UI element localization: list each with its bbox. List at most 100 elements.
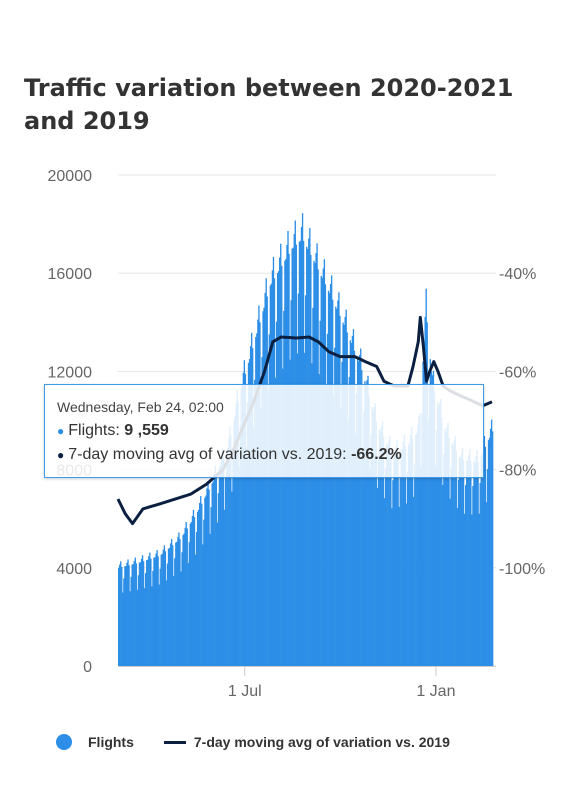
flights-bar[interactable] <box>352 329 355 666</box>
flights-bar[interactable] <box>436 402 439 666</box>
flights-bar[interactable] <box>199 502 201 666</box>
flights-bar[interactable] <box>423 344 425 666</box>
flights-bar[interactable] <box>258 305 260 666</box>
flights-bar[interactable] <box>175 542 177 666</box>
flights-bar[interactable] <box>354 434 357 666</box>
flights-bar[interactable] <box>457 479 460 666</box>
flights-bar[interactable] <box>297 293 300 666</box>
flights-bar[interactable] <box>388 440 390 666</box>
flights-bar[interactable] <box>289 359 291 666</box>
flights-bar[interactable] <box>250 332 253 666</box>
flights-bar[interactable] <box>211 483 213 666</box>
flights-bar[interactable] <box>254 379 256 666</box>
flights-bar[interactable] <box>375 421 377 666</box>
flights-bar[interactable] <box>184 527 186 666</box>
flights-bar[interactable] <box>264 293 266 666</box>
flights-bar[interactable] <box>403 434 406 666</box>
flights-bar[interactable] <box>141 555 144 666</box>
flights-bar[interactable] <box>437 406 440 666</box>
flights-bar[interactable] <box>155 553 157 666</box>
flights-bar[interactable] <box>167 548 170 666</box>
flights-bar[interactable] <box>131 564 133 666</box>
flights-bar[interactable] <box>381 421 384 666</box>
flights-bar[interactable] <box>366 380 368 666</box>
flights-bar[interactable] <box>233 420 235 667</box>
flights-bar[interactable] <box>142 561 145 666</box>
flights-bar[interactable] <box>462 460 465 666</box>
flights-bar[interactable] <box>431 375 434 666</box>
flights-bar[interactable] <box>336 308 338 666</box>
flights-bar[interactable] <box>218 467 221 666</box>
flights-bar[interactable] <box>435 430 438 666</box>
flights-bar[interactable] <box>147 559 149 666</box>
flights-bar[interactable] <box>266 296 268 666</box>
flights-bar[interactable] <box>148 556 150 666</box>
flights-bar[interactable] <box>328 292 331 666</box>
flights-bar[interactable] <box>238 466 240 666</box>
flights-bar[interactable] <box>442 485 444 666</box>
flights-bar[interactable] <box>227 447 229 667</box>
flights-bar[interactable] <box>189 523 192 666</box>
flights-bar[interactable] <box>153 557 155 666</box>
flights-bar[interactable] <box>398 506 400 666</box>
flights-bar[interactable] <box>256 333 258 666</box>
flights-bar[interactable] <box>197 509 200 666</box>
flights-bar[interactable] <box>454 435 456 666</box>
flights-bar[interactable] <box>232 454 234 666</box>
flights-bar[interactable] <box>353 350 356 666</box>
legend-item-moving-avg[interactable]: 7-day moving avg of variation vs. 2019 <box>163 734 450 750</box>
flights-bar[interactable] <box>305 295 307 666</box>
flights-bar[interactable] <box>151 586 153 666</box>
flights-bar[interactable] <box>252 348 254 666</box>
flights-bar[interactable] <box>220 456 223 666</box>
flights-bar[interactable] <box>182 535 184 666</box>
flights-bar[interactable] <box>283 310 285 666</box>
flights-bar[interactable] <box>223 509 226 666</box>
flights-bar[interactable] <box>181 552 183 666</box>
flights-bar[interactable] <box>356 358 359 666</box>
flights-bar[interactable] <box>128 565 130 666</box>
flights-bar[interactable] <box>484 446 487 666</box>
flights-bar[interactable] <box>405 503 408 666</box>
flights-bar[interactable] <box>261 357 263 666</box>
flights-bar[interactable] <box>482 444 484 666</box>
flights-bar[interactable] <box>429 359 432 667</box>
flights-bar[interactable] <box>263 307 265 666</box>
flights-bar[interactable] <box>378 429 381 666</box>
flights-bar[interactable] <box>342 322 344 666</box>
flights-bar[interactable] <box>420 466 422 666</box>
flights-bar[interactable] <box>162 549 165 666</box>
flights-bar[interactable] <box>443 454 445 666</box>
flights-bar[interactable] <box>158 584 160 666</box>
flights-bar[interactable] <box>451 443 453 666</box>
flights-bar[interactable] <box>439 402 441 666</box>
flights-bar[interactable] <box>335 306 337 666</box>
flights-bar[interactable] <box>478 513 480 666</box>
flights-bar[interactable] <box>416 433 418 666</box>
flights-bar[interactable] <box>466 460 468 666</box>
flights-bar[interactable] <box>361 370 363 666</box>
flights-bar[interactable] <box>249 346 252 666</box>
flights-bar[interactable] <box>414 463 416 666</box>
flights-bar[interactable] <box>253 428 255 666</box>
flights-bar[interactable] <box>210 507 212 666</box>
flights-bar[interactable] <box>372 410 374 666</box>
flights-bar[interactable] <box>367 375 369 666</box>
flights-bar[interactable] <box>164 551 167 666</box>
flights-bar[interactable] <box>143 588 146 666</box>
flights-bar[interactable] <box>180 571 182 666</box>
flights-bar[interactable] <box>448 438 450 666</box>
flights-bar[interactable] <box>247 362 250 666</box>
flights-bar[interactable] <box>347 421 349 666</box>
flights-bar[interactable] <box>433 391 436 666</box>
flights-bar[interactable] <box>485 502 488 666</box>
flights-bar[interactable] <box>351 335 354 666</box>
flights-bar[interactable] <box>357 361 360 666</box>
flights-bar[interactable] <box>450 468 452 666</box>
flights-bar[interactable] <box>194 554 197 666</box>
flights-bar[interactable] <box>202 544 204 666</box>
flights-bar[interactable] <box>160 554 162 666</box>
flights-bar[interactable] <box>183 533 185 666</box>
flights-bar[interactable] <box>127 559 129 666</box>
flights-bar[interactable] <box>176 541 178 666</box>
